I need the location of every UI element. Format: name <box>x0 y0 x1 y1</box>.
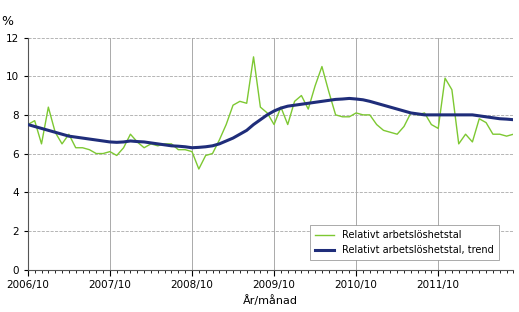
Relativt arbetslöshetstal, trend <box>339 97 346 101</box>
X-axis label: År/månad: År/månad <box>243 295 298 306</box>
Relativt arbetslöshetstal <box>483 121 489 124</box>
Relativt arbetslöshetstal, trend <box>305 101 311 105</box>
Relativt arbetslöshetstal <box>510 132 516 136</box>
Text: %: % <box>1 15 13 28</box>
Line: Relativt arbetslöshetstal, trend: Relativt arbetslöshetstal, trend <box>28 98 513 148</box>
Relativt arbetslöshetstal <box>25 123 31 126</box>
Relativt arbetslöshetstal, trend <box>483 115 489 119</box>
Relativt arbetslöshetstal, trend <box>189 146 195 150</box>
Relativt arbetslöshetstal <box>312 84 318 88</box>
Relativt arbetslöshetstal, trend <box>346 96 352 100</box>
Relativt arbetslöshetstal <box>251 55 257 59</box>
Relativt arbetslöshetstal, trend <box>93 138 99 142</box>
Relativt arbetslöshetstal, trend <box>367 100 373 103</box>
Relativt arbetslöshetstal, trend <box>196 145 202 149</box>
Relativt arbetslöshetstal <box>93 152 99 155</box>
Line: Relativt arbetslöshetstal: Relativt arbetslöshetstal <box>28 57 513 169</box>
Relativt arbetslöshetstal <box>367 113 373 117</box>
Relativt arbetslöshetstal <box>189 150 195 154</box>
Relativt arbetslöshetstal <box>196 167 202 171</box>
Legend: Relativt arbetslöshetstal, Relativt arbetslöshetstal, trend: Relativt arbetslöshetstal, Relativt arbe… <box>310 226 499 260</box>
Relativt arbetslöshetstal <box>346 115 352 119</box>
Relativt arbetslöshetstal, trend <box>25 123 31 126</box>
Relativt arbetslöshetstal, trend <box>510 118 516 122</box>
